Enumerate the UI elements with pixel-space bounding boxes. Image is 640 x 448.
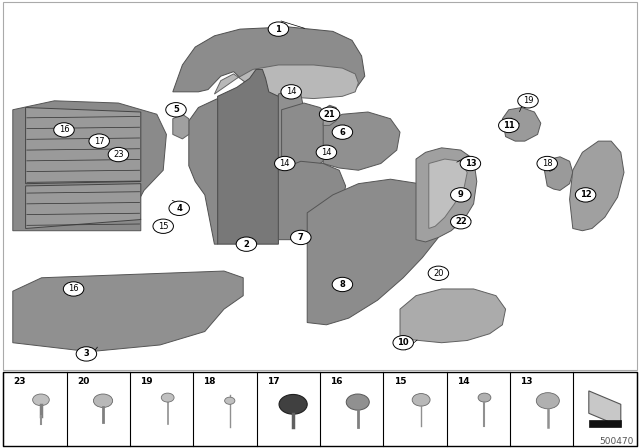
- Text: 20: 20: [77, 377, 89, 386]
- Text: 15: 15: [158, 222, 168, 231]
- Text: 17: 17: [267, 377, 280, 386]
- Circle shape: [268, 22, 289, 36]
- Circle shape: [451, 188, 471, 202]
- Circle shape: [499, 118, 519, 133]
- Circle shape: [393, 336, 413, 350]
- Circle shape: [346, 394, 369, 410]
- Text: 11: 11: [503, 121, 515, 130]
- Text: 3: 3: [84, 349, 89, 358]
- Text: 7: 7: [298, 233, 303, 242]
- Text: 2: 2: [243, 240, 250, 249]
- Text: 14: 14: [286, 87, 296, 96]
- Polygon shape: [502, 108, 541, 141]
- Text: 10: 10: [397, 338, 409, 347]
- Text: 19: 19: [523, 96, 533, 105]
- Polygon shape: [278, 90, 304, 172]
- Circle shape: [536, 392, 559, 409]
- Polygon shape: [400, 289, 506, 343]
- Circle shape: [54, 123, 74, 137]
- Circle shape: [63, 282, 84, 296]
- Polygon shape: [323, 105, 339, 125]
- Polygon shape: [323, 112, 400, 170]
- Polygon shape: [173, 114, 189, 139]
- Text: 23: 23: [113, 150, 124, 159]
- Text: 20: 20: [433, 269, 444, 278]
- Circle shape: [169, 201, 189, 215]
- Text: 1: 1: [275, 25, 282, 34]
- Polygon shape: [214, 65, 358, 99]
- Polygon shape: [173, 27, 365, 96]
- Text: 23: 23: [13, 377, 26, 386]
- Polygon shape: [570, 141, 624, 231]
- Circle shape: [518, 94, 538, 108]
- Polygon shape: [282, 103, 336, 168]
- Text: 14: 14: [280, 159, 290, 168]
- Circle shape: [451, 215, 471, 229]
- Polygon shape: [307, 179, 445, 325]
- Text: 16: 16: [330, 377, 343, 386]
- Circle shape: [33, 394, 49, 406]
- Text: 9: 9: [458, 190, 463, 199]
- Circle shape: [332, 277, 353, 292]
- Polygon shape: [26, 108, 141, 184]
- Circle shape: [153, 219, 173, 233]
- Text: 17: 17: [94, 137, 104, 146]
- Circle shape: [537, 156, 557, 171]
- Polygon shape: [13, 271, 243, 352]
- Text: 16: 16: [59, 125, 69, 134]
- Polygon shape: [189, 99, 218, 244]
- Circle shape: [279, 395, 307, 414]
- Circle shape: [281, 85, 301, 99]
- Circle shape: [225, 397, 235, 404]
- Circle shape: [478, 393, 491, 402]
- Circle shape: [166, 103, 186, 117]
- Circle shape: [89, 134, 109, 148]
- Polygon shape: [26, 184, 141, 228]
- Circle shape: [460, 156, 481, 171]
- Circle shape: [332, 125, 353, 139]
- Polygon shape: [13, 101, 166, 231]
- Polygon shape: [278, 161, 346, 240]
- Text: 4: 4: [176, 204, 182, 213]
- Polygon shape: [416, 148, 477, 242]
- Text: 13: 13: [520, 377, 533, 386]
- Polygon shape: [544, 157, 573, 190]
- Polygon shape: [589, 420, 621, 426]
- Circle shape: [316, 145, 337, 159]
- Text: 16: 16: [68, 284, 79, 293]
- Text: 500470: 500470: [599, 437, 634, 446]
- Text: 22: 22: [455, 217, 467, 226]
- Circle shape: [575, 188, 596, 202]
- FancyBboxPatch shape: [3, 372, 637, 446]
- Circle shape: [428, 266, 449, 280]
- Polygon shape: [429, 159, 467, 228]
- Text: 19: 19: [140, 377, 153, 386]
- Text: 8: 8: [340, 280, 345, 289]
- Circle shape: [93, 394, 113, 408]
- Circle shape: [291, 230, 311, 245]
- Circle shape: [161, 393, 174, 402]
- Circle shape: [319, 107, 340, 121]
- Circle shape: [108, 147, 129, 162]
- Text: 5: 5: [173, 105, 179, 114]
- Circle shape: [76, 347, 97, 361]
- Text: 18: 18: [542, 159, 552, 168]
- Polygon shape: [589, 391, 621, 426]
- Circle shape: [236, 237, 257, 251]
- Text: 6: 6: [339, 128, 346, 137]
- Text: 13: 13: [465, 159, 476, 168]
- Polygon shape: [218, 69, 278, 244]
- Text: 14: 14: [457, 377, 470, 386]
- Text: 12: 12: [580, 190, 591, 199]
- Circle shape: [275, 156, 295, 171]
- Text: 14: 14: [321, 148, 332, 157]
- Circle shape: [412, 394, 430, 406]
- Text: 18: 18: [204, 377, 216, 386]
- Text: 21: 21: [324, 110, 335, 119]
- Text: 15: 15: [394, 377, 406, 386]
